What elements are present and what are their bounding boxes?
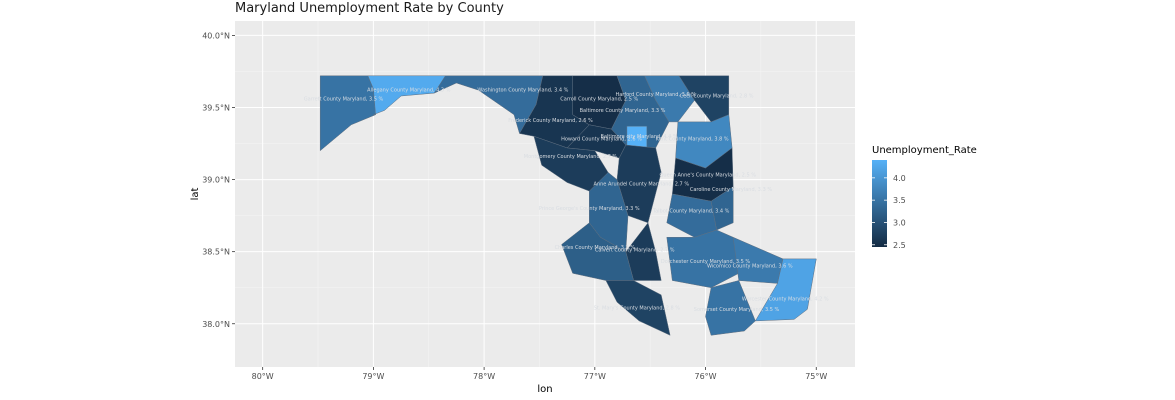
county-region [755, 258, 817, 322]
county-label: Kent County Maryland, 3.8 % [656, 137, 729, 143]
county-label: Wicomico County Maryland, 3.6 % [707, 264, 793, 270]
x-axis-title: lon [537, 384, 552, 395]
x-tick-label: 76°W [694, 372, 716, 381]
county-label: Allegany County Maryland, 4.3 % [367, 88, 451, 94]
legend-tick-label: 2.5 [893, 241, 906, 250]
county-label: Harford County Maryland, 3.6 % [615, 92, 696, 98]
county-label: Baltimore city Maryland, 4.4 % [601, 134, 678, 140]
legend-tick-label: 3.0 [893, 218, 906, 227]
y-tick-label: 40.0°N [202, 31, 230, 40]
legend-tick-label: 3.5 [893, 196, 906, 205]
legend-colorbar [872, 160, 887, 247]
county-label: St. Mary's County Maryland, 2.8 % [594, 305, 681, 311]
x-tick-label: 80°W [252, 372, 274, 381]
county-label: Charles County Maryland, 3.2 % [555, 245, 636, 251]
county-regions [319, 75, 817, 336]
county-label: Anne Arundel County Maryland, 2.7 % [594, 181, 690, 187]
y-axis-title: lat [190, 188, 201, 201]
axes: 80°W 79°W 78°W 77°W 76°W 75°W 38.0°N 38.5°N 39.0… [202, 31, 827, 381]
county-label: Garrett County Maryland, 3.5 % [304, 96, 384, 102]
county-region [705, 280, 756, 336]
county-label: Calvert County Maryland, 2.7 % [595, 248, 675, 254]
county-label: Montgomery County Maryland, 2.7 % [524, 154, 618, 160]
county-label: Dorchester County Maryland, 3.5 % [661, 259, 750, 265]
x-tick-label: 75°W [805, 372, 827, 381]
x-tick-label: 77°W [584, 372, 606, 381]
county-label: Caroline County Maryland, 3.3 % [690, 187, 772, 193]
county-label: Worcester County Maryland, 4.2 % [742, 297, 829, 303]
county-label: Talbot County Maryland, 3.4 % [652, 209, 730, 215]
county-label: Cecil County Maryland, 2.8 % [680, 93, 754, 99]
legend-tick-label: 4.0 [893, 174, 906, 183]
color-legend: Unemployment_Rate 2.5 3.0 3.5 4.0 [872, 145, 977, 250]
county-label: Queen Anne's County Maryland, 2.5 % [660, 173, 757, 179]
legend-title: Unemployment_Rate [872, 145, 977, 156]
county-labels: Garrett County Maryland, 3.5 % Allegany C… [304, 88, 829, 313]
x-tick-label: 79°W [362, 372, 384, 381]
county-region [605, 280, 671, 336]
county-label: Prince George's County Maryland, 3.3 % [539, 206, 640, 212]
county-label: Washington County Maryland, 3.4 % [477, 88, 568, 94]
county-label: Carroll County Maryland, 2.5 % [560, 96, 638, 102]
y-tick-label: 38.5°N [202, 248, 230, 257]
county-region [533, 136, 609, 192]
county-label: Somerset County Maryland, 3.5 % [694, 307, 780, 313]
chart-title: Maryland Unemployment Rate by County [235, 1, 504, 16]
county-label: Howard County Maryland, 2.6 % [561, 137, 642, 143]
y-tick-label: 39.0°N [202, 176, 230, 185]
y-tick-label: 39.5°N [202, 104, 230, 113]
y-tick-label: 38.0°N [202, 320, 230, 329]
legend-ticks: 2.5 3.0 3.5 4.0 [872, 174, 906, 250]
county-label: Baltimore County Maryland, 3.3 % [580, 108, 666, 114]
county-label: Frederick County Maryland, 2.6 % [508, 118, 593, 124]
x-tick-label: 78°W [473, 372, 495, 381]
